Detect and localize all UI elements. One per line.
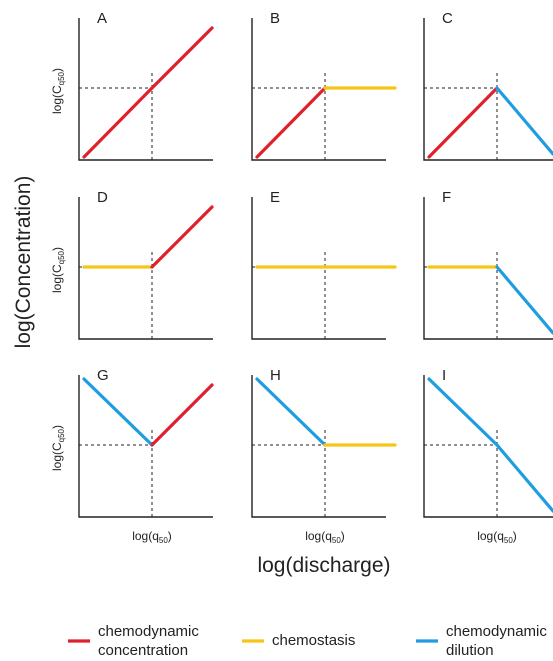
trend-right-concentration <box>150 26 214 90</box>
trend-right-dilution <box>495 86 553 156</box>
panel-axes <box>78 197 213 340</box>
panel-y-label: log(Cq50) <box>50 425 66 471</box>
legend-item-dilution: chemodynamic dilution <box>416 623 547 659</box>
panel-axes <box>78 18 213 161</box>
panel-letter: D <box>97 189 108 206</box>
trend-left-dilution <box>255 377 327 447</box>
panel-x-label: log(q50) <box>132 529 172 545</box>
legend-item-chemostasis: chemostasis <box>242 632 355 649</box>
trend-left-dilution <box>82 377 154 447</box>
panel-axes <box>423 18 553 161</box>
panel-axes <box>251 375 386 518</box>
legend-label: concentration <box>98 642 188 659</box>
panel-axes <box>251 18 386 161</box>
panel-y-label: log(Cq50) <box>50 247 66 293</box>
panel-letter: F <box>442 189 451 206</box>
panel-axes <box>423 375 553 518</box>
legend-label: chemodynamic <box>98 623 199 640</box>
panel-letter: E <box>270 189 280 206</box>
trend-right-dilution <box>495 265 553 335</box>
trend-right-concentration <box>150 205 214 269</box>
trend-left-concentration <box>82 86 154 159</box>
panel-letter: I <box>442 367 446 384</box>
legend-label: chemodynamic <box>446 623 547 640</box>
panel-f: F <box>423 189 553 340</box>
x-axis-label: log(discharge) <box>257 554 390 577</box>
panel-b: B <box>251 10 397 161</box>
panel-axes <box>251 197 386 340</box>
panel-letter: H <box>270 367 281 384</box>
panel-letter: C <box>442 10 453 27</box>
panel-axes <box>78 375 213 518</box>
legend: chemodynamic concentration chemostasis chem… <box>68 623 547 659</box>
panel-c: C <box>423 10 553 161</box>
trend-left-concentration <box>255 86 327 159</box>
trend-left-concentration <box>427 86 499 159</box>
legend-label: dilution <box>446 642 494 659</box>
trend-right-concentration <box>150 383 214 447</box>
trend-right-dilution <box>495 443 553 513</box>
panel-x-label: log(q50) <box>477 529 517 545</box>
y-axis-label: log(Concentration) <box>12 176 35 349</box>
panel-e: E <box>251 189 397 340</box>
legend-item-concentration: chemodynamic concentration <box>68 623 199 659</box>
panel-x-label: log(q50) <box>305 529 345 545</box>
legend-label: chemostasis <box>272 632 355 649</box>
panel-letter: A <box>97 10 107 27</box>
panel-y-label: log(Cq50) <box>50 68 66 114</box>
panel-letter: G <box>97 367 109 384</box>
trend-left-dilution <box>427 377 499 447</box>
panel-axes <box>423 197 553 340</box>
panel-letter: B <box>270 10 280 27</box>
